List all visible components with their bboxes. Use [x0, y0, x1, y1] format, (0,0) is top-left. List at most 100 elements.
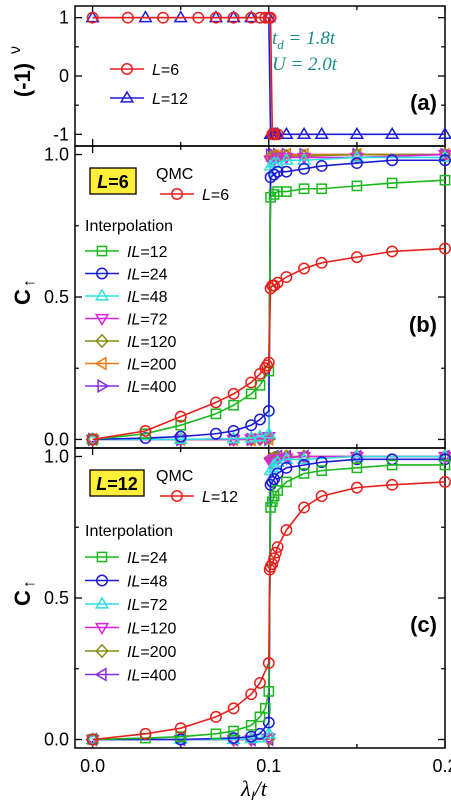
data-point — [268, 128, 281, 141]
data-point — [85, 10, 100, 23]
data-point — [298, 262, 310, 275]
legend-item: IL=120 — [85, 333, 176, 351]
legend-label-val: =24 — [140, 267, 167, 284]
legend-label-var: IL — [127, 267, 140, 284]
series-line — [92, 16, 278, 136]
data-point — [350, 481, 363, 494]
data-point — [280, 271, 293, 284]
legend-label: IL=72 — [127, 312, 168, 329]
data-point — [86, 11, 99, 24]
legend-marker — [171, 490, 183, 502]
legend-item: L=12 — [110, 90, 188, 108]
data-point — [245, 419, 258, 432]
data-point — [279, 152, 294, 165]
panel-label: (b) — [409, 312, 437, 337]
data-point — [271, 165, 284, 178]
y-axis-label-sub: ↑ — [21, 580, 38, 588]
data-point — [263, 686, 275, 697]
data-point — [386, 459, 398, 471]
legend-item: IL=48 — [85, 288, 168, 306]
legend-item: IL=120 — [85, 621, 176, 638]
legend-label-var: IL — [127, 357, 140, 374]
y-axis-label: C↑ — [10, 580, 38, 606]
data-point — [208, 10, 224, 23]
data-point — [349, 451, 365, 464]
legend-item: IL=400 — [85, 378, 176, 396]
data-point — [298, 183, 310, 195]
legend-label-val: =120 — [140, 621, 176, 638]
data-point — [265, 502, 276, 513]
data-point — [245, 720, 257, 731]
legend-label-var: L — [202, 187, 211, 204]
legend-label-val: =72 — [140, 312, 167, 329]
qmc-label: QMC — [156, 468, 193, 485]
legend-label-val: =6 — [211, 187, 229, 204]
legend-label-val: =24 — [140, 550, 167, 567]
data-point — [210, 728, 222, 740]
data-point — [280, 524, 293, 537]
series-line — [92, 16, 445, 136]
data-point — [279, 126, 294, 139]
data-point — [296, 451, 312, 464]
data-point — [192, 11, 205, 24]
data-point — [437, 126, 451, 139]
legend-label-val: =12 — [140, 244, 167, 261]
legend-label-var: IL — [127, 668, 140, 685]
data-point — [210, 408, 222, 420]
legend-label-var: L — [152, 91, 161, 108]
legend-label-val: =200 — [140, 357, 176, 374]
series-l-12 — [86, 476, 451, 746]
data-point — [227, 387, 240, 400]
legend-label-var: IL — [127, 621, 140, 638]
data-point — [271, 128, 284, 141]
data-point — [139, 727, 152, 740]
data-point — [226, 431, 241, 444]
data-point — [245, 376, 258, 389]
legend-item: IL=72 — [85, 312, 168, 329]
legend-marker — [97, 378, 110, 394]
interpolation-label: Interpolation — [85, 523, 173, 540]
data-point — [259, 703, 271, 714]
legend-label-val: =72 — [140, 597, 167, 614]
data-point — [264, 11, 277, 24]
y-tick-label: 0 — [59, 66, 69, 86]
legend-label-var: IL — [127, 334, 140, 351]
data-point — [254, 727, 266, 740]
data-point — [173, 732, 188, 745]
system-size-label: L=6 — [97, 172, 129, 192]
data-point — [439, 476, 451, 488]
x-axis-label-symbol: λ — [240, 776, 251, 800]
system-size-var: L — [97, 172, 108, 192]
legend-label: L=12 — [152, 91, 188, 108]
data-point — [121, 11, 134, 24]
data-point — [350, 453, 363, 466]
data-point — [174, 722, 187, 735]
legend-label: IL=400 — [127, 379, 176, 396]
system-size-var: L — [96, 474, 107, 494]
data-point — [245, 388, 257, 400]
legend-label-var: IL — [127, 289, 140, 306]
panel-label: (a) — [410, 90, 437, 115]
legend-label: IL=200 — [127, 357, 176, 374]
y-tick-label: 1.0 — [44, 145, 69, 165]
legend-label-val: =12 — [211, 489, 238, 506]
data-point — [139, 424, 152, 437]
legend-item: IL=12 — [85, 244, 168, 261]
data-point — [437, 451, 451, 464]
data-point — [174, 410, 187, 423]
data-point — [439, 242, 451, 255]
legend-item: L=6 — [110, 62, 179, 79]
data-point — [351, 180, 363, 192]
x-axis-label: λI/t — [240, 776, 268, 800]
x-axis-label-sub: I — [251, 788, 255, 800]
data-point — [386, 177, 398, 189]
data-point — [386, 478, 399, 491]
series-l-12 — [85, 10, 451, 139]
legend-label: L=6 — [152, 62, 179, 79]
y-axis-label: (-1) ν — [7, 46, 35, 97]
data-point — [386, 245, 399, 258]
legend-label: IL=120 — [127, 334, 176, 351]
panel-label: (c) — [410, 612, 437, 637]
data-point — [265, 191, 276, 203]
series-l-6 — [86, 11, 284, 141]
